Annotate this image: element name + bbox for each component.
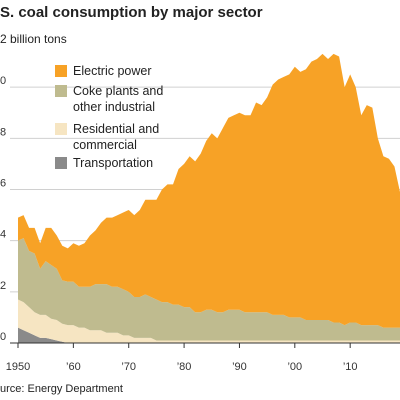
legend-line: Residential and	[73, 122, 159, 136]
y-tick-label: 4	[0, 229, 6, 241]
y-tick-label: 0	[0, 331, 6, 343]
legend-line: commercial	[73, 138, 137, 152]
area	[18, 53, 400, 328]
legend-swatch	[55, 157, 67, 169]
y-tick-label: 8	[0, 126, 6, 138]
legend-swatch	[55, 85, 67, 97]
area	[18, 238, 400, 341]
legend-label: Residential and commercial	[73, 122, 159, 152]
source: urce: Energy Department	[0, 383, 123, 395]
x-tick-label: ’70	[121, 361, 136, 373]
legend-label: Transportation	[73, 156, 153, 170]
legend-line: Coke plants and	[73, 84, 163, 98]
area	[18, 327, 400, 343]
x-tick-label: 1950	[6, 361, 30, 373]
chart-title: S. coal consumption by major sector	[0, 4, 263, 21]
x-tick-label: ’60	[66, 361, 81, 373]
legend-label: Electric power	[73, 64, 152, 78]
y-tick-label: 2	[0, 280, 6, 292]
legend-line: other industrial	[73, 100, 155, 114]
legend-swatch	[55, 123, 67, 135]
x-tick-label: ’90	[232, 361, 247, 373]
legend-swatch	[55, 65, 67, 77]
x-tick-label: ’00	[287, 361, 302, 373]
x-tick-label: ’10	[343, 361, 358, 373]
x-tick-label: ’80	[177, 361, 192, 373]
y-tick-label: 0	[0, 75, 6, 87]
area	[18, 299, 400, 343]
legend-label: Coke plants and other industrial	[73, 84, 163, 114]
subtitle: 2 billion tons	[0, 32, 67, 46]
y-tick-label: 6	[0, 178, 6, 190]
